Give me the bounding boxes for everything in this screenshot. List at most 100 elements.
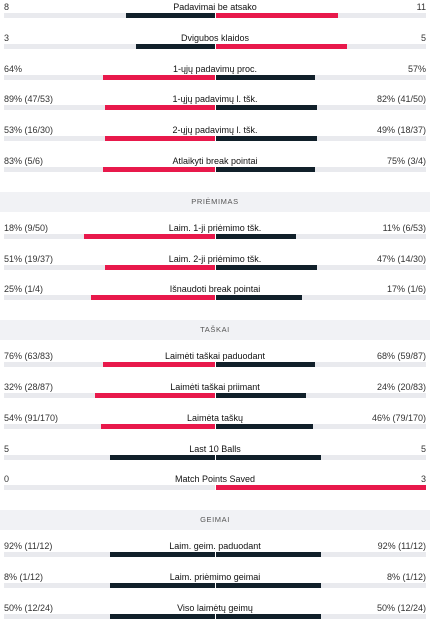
stat-right-value: 8% (1/12) bbox=[386, 572, 426, 582]
left-bar-track bbox=[4, 295, 215, 301]
stat-right-value: 5 bbox=[420, 32, 426, 43]
stat-label: Laim. 1-ji priėmimo tšk. bbox=[168, 222, 262, 233]
right-bar-track bbox=[216, 74, 426, 80]
right-bar-track bbox=[216, 393, 426, 398]
stat-right-value: 46% (79/170) bbox=[371, 412, 426, 423]
stat-row-isnaudoti-break-pointai: Išnaudoti break pointai 25% (1/4) 17% (1/6… bbox=[0, 283, 430, 313]
stat-right-value: 24% (20/83) bbox=[376, 382, 426, 392]
right-bar-fill bbox=[216, 13, 338, 18]
stat-right-value: 47% (14/30) bbox=[376, 253, 426, 264]
right-bar-track bbox=[216, 105, 426, 111]
stat-row-last-10-balls: Last 10 Balls 5 5 bbox=[0, 443, 430, 473]
right-bar-track bbox=[216, 454, 426, 460]
left-bar-fill bbox=[103, 362, 215, 368]
stat-row-viso-laimetu-geimu: Viso laimėtų geimų 50% (12/24) 50% (12/24) bbox=[0, 602, 430, 632]
right-bar-fill bbox=[216, 362, 315, 368]
left-bar-fill bbox=[109, 454, 215, 460]
stat-left-value: 5 bbox=[4, 443, 10, 454]
stat-left-value: 83% (5/6) bbox=[4, 156, 44, 166]
stat-left-value: 76% (63/83) bbox=[4, 351, 54, 362]
right-bar-track bbox=[216, 583, 426, 588]
right-bar-track bbox=[216, 552, 426, 558]
right-bar-track bbox=[216, 167, 426, 172]
stat-row-2-uju-padavimu-l-tsk: 2-ųjų padavimų l. tšk. 53% (16/30) 49% (18… bbox=[0, 124, 430, 154]
right-bar-fill bbox=[216, 295, 303, 301]
stat-row-laim-priemimo-geimai: Laim. priėmimo geimai 8% (1/12) 8% (1/12) bbox=[0, 571, 430, 601]
left-bar-track bbox=[4, 105, 215, 111]
right-bar-fill bbox=[216, 423, 313, 429]
stat-row-1-uju-padavimu-proc: 1-ųjų padavimų proc. 64% 57% bbox=[0, 63, 430, 93]
stat-label: Padavimai be atsako bbox=[173, 2, 257, 12]
stat-right-value: 3 bbox=[420, 474, 426, 485]
right-bar-fill bbox=[216, 264, 317, 270]
right-bar-fill bbox=[216, 583, 321, 588]
right-bar-fill bbox=[216, 454, 321, 460]
stat-row-laimeti-taskai-priimant: Laimėti taškai priimant 32% (28/87) 24% (2… bbox=[0, 381, 430, 411]
stat-left-value: 32% (28/87) bbox=[4, 382, 54, 392]
stat-left-value: 89% (47/53) bbox=[4, 94, 54, 105]
right-bar-track bbox=[216, 43, 426, 49]
right-bar-fill bbox=[216, 233, 296, 239]
right-bar-track bbox=[216, 295, 426, 301]
stat-label: Laim. geim. paduodant bbox=[169, 541, 261, 552]
stat-label: Laimėti taškai paduodant bbox=[164, 351, 266, 362]
left-bar-fill bbox=[103, 74, 215, 80]
stat-left-value: 53% (16/30) bbox=[4, 125, 54, 136]
left-bar-fill bbox=[84, 233, 215, 239]
stat-label: 1-ųjų padavimų proc. bbox=[172, 63, 258, 74]
stat-left-value: 8 bbox=[4, 2, 10, 12]
stat-label: Laimėti taškai priimant bbox=[170, 382, 260, 392]
right-bar-fill bbox=[216, 485, 426, 491]
stat-left-value: 92% (11/12) bbox=[4, 541, 53, 552]
left-bar-fill bbox=[109, 613, 215, 619]
stat-left-value: 25% (1/4) bbox=[4, 284, 44, 295]
right-bar-track bbox=[216, 233, 426, 239]
stat-row-laimeti-taskai-paduodant: Laimėti taškai paduodant 76% (63/83) 68% (… bbox=[0, 350, 430, 380]
stat-label: Match Points Saved bbox=[174, 474, 256, 485]
left-bar-fill bbox=[105, 264, 215, 270]
stat-row-laim-2-ji-priemimo-tsk: Laim. 2-ji priėmimo tšk. 51% (19/37) 47% (… bbox=[0, 253, 430, 283]
stat-label: Atlaikyti break pointai bbox=[172, 156, 258, 166]
right-bar-track bbox=[216, 423, 426, 429]
left-bar-fill bbox=[126, 13, 215, 18]
stat-right-value: 49% (18/37) bbox=[376, 125, 426, 136]
stat-right-value: 75% (3/4) bbox=[386, 156, 426, 166]
left-bar-fill bbox=[109, 552, 215, 558]
stat-label: Išnaudoti break pointai bbox=[169, 284, 261, 295]
left-bar-track bbox=[4, 43, 215, 49]
left-bar-track bbox=[4, 13, 215, 18]
left-bar-track bbox=[4, 485, 215, 491]
right-bar-fill bbox=[216, 613, 321, 619]
right-bar-fill bbox=[216, 167, 315, 172]
stat-label: Last 10 Balls bbox=[189, 443, 241, 454]
stat-row-laimeta-tasku: Laimėta taškų 54% (91/170) 46% (79/170) bbox=[0, 412, 430, 442]
right-bar-track bbox=[216, 264, 426, 270]
stat-left-value: 3 bbox=[4, 32, 10, 43]
right-bar-fill bbox=[216, 74, 315, 80]
stat-left-value: 50% (12/24) bbox=[4, 602, 54, 613]
stat-left-value: 51% (19/37) bbox=[4, 253, 54, 264]
left-bar-fill bbox=[103, 167, 215, 172]
right-bar-track bbox=[216, 613, 426, 619]
right-bar-track bbox=[216, 13, 426, 18]
stat-right-value: 68% (59/87) bbox=[376, 351, 426, 362]
stat-label: 1-ųjų padavimų l. tšk. bbox=[172, 94, 258, 105]
stat-left-value: 54% (91/170) bbox=[4, 412, 59, 423]
stat-right-value: 11% (6/53) bbox=[382, 222, 426, 233]
stat-row-dvigubos-klaidos: Dvigubos klaidos 3 5 bbox=[0, 32, 430, 62]
right-bar-fill bbox=[216, 43, 348, 49]
stat-right-value: 92% (11/12) bbox=[377, 541, 426, 552]
right-bar-track bbox=[216, 362, 426, 368]
left-bar-track bbox=[4, 136, 215, 142]
left-bar-track bbox=[4, 264, 215, 270]
stat-row-laim-1-ji-priemimo-tsk: Laim. 1-ji priėmimo tšk. 18% (9/50) 11% (6… bbox=[0, 222, 430, 252]
left-bar-fill bbox=[135, 43, 215, 49]
stat-row-match-points-saved: Match Points Saved 0 3 bbox=[0, 473, 430, 503]
stat-left-value: 64% bbox=[4, 63, 23, 74]
stat-right-value: 17% (1/6) bbox=[386, 284, 426, 295]
stat-right-value: 50% (12/24) bbox=[376, 602, 426, 613]
stat-label: 2-ųjų padavimų l. tšk. bbox=[172, 125, 258, 136]
left-bar-track bbox=[4, 454, 215, 460]
left-bar-track bbox=[4, 233, 215, 239]
left-bar-fill bbox=[94, 393, 215, 398]
